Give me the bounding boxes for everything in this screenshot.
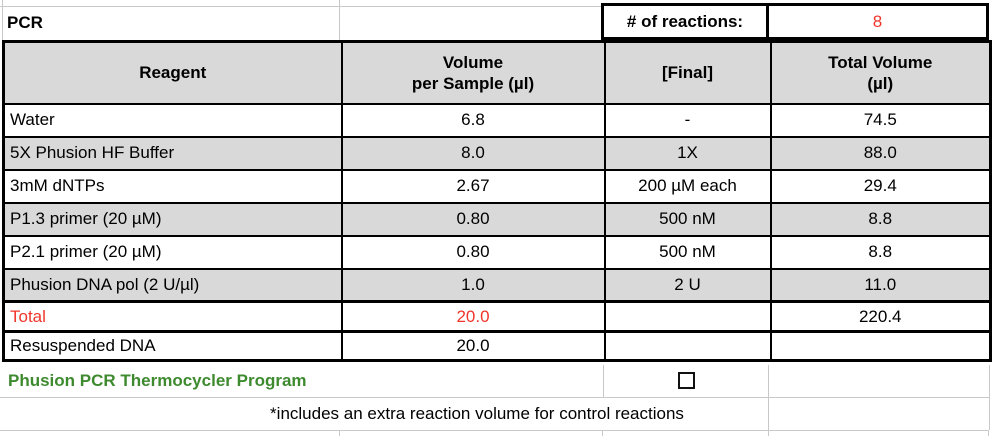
gridline bbox=[0, 397, 989, 398]
reagent-name-cell[interactable]: P1.3 primer (20 µM) bbox=[2, 201, 343, 237]
header-total-volume[interactable]: Total Volume (µl) bbox=[769, 40, 992, 105]
reagent-name-cell[interactable]: Resuspended DNA bbox=[2, 330, 343, 362]
resuspended-dna-row: Resuspended DNA 20.0 bbox=[2, 330, 992, 362]
final-cell[interactable]: 500 nM bbox=[603, 201, 772, 237]
final-cell[interactable]: 500 nM bbox=[603, 234, 772, 270]
reactions-count-value[interactable]: 8 bbox=[872, 11, 883, 31]
gridline bbox=[339, 430, 340, 436]
gridline bbox=[339, 0, 340, 40]
total-volume-cell[interactable]: 8.8 bbox=[769, 201, 992, 237]
final-cell[interactable]: 2 U bbox=[603, 267, 772, 303]
footnote-cell[interactable]: *includes an extra reaction volume for c… bbox=[270, 404, 684, 423]
table-row: P1.3 primer (20 µM) 0.80 500 nM 8.8 bbox=[2, 201, 992, 237]
checkbox[interactable] bbox=[678, 372, 695, 389]
gridline bbox=[988, 430, 989, 436]
volume-cell[interactable]: 8.0 bbox=[340, 135, 606, 171]
thermocycler-program-title[interactable]: Phusion PCR Thermocycler Program bbox=[8, 371, 307, 390]
total-volume-cell[interactable]: 11.0 bbox=[769, 267, 992, 303]
volume-cell[interactable]: 0.80 bbox=[340, 201, 606, 237]
table-row: P2.1 primer (20 µM) 0.80 500 nM 8.8 bbox=[2, 234, 992, 270]
final-cell[interactable]: - bbox=[603, 102, 772, 138]
total-volume-cell[interactable]: 8.8 bbox=[769, 234, 992, 270]
total-row: Total 20.0 220.4 bbox=[2, 300, 992, 333]
gridline bbox=[768, 398, 769, 430]
gridline bbox=[768, 365, 769, 398]
gridline bbox=[602, 430, 603, 436]
sheet-title-cell[interactable]: PCR bbox=[7, 13, 43, 32]
header-volume-per-sample[interactable]: Volume per Sample (µl) bbox=[340, 40, 606, 105]
reagent-name-cell[interactable]: Water bbox=[2, 102, 343, 138]
gridline bbox=[768, 430, 769, 436]
table-row: 5X Phusion HF Buffer 8.0 1X 88.0 bbox=[2, 135, 992, 171]
final-cell[interactable] bbox=[603, 330, 772, 362]
table-header-row: Reagent Volume per Sample (µl) [Final] T… bbox=[2, 40, 992, 105]
gridline bbox=[989, 365, 990, 430]
total-volume-cell[interactable]: 29.4 bbox=[769, 168, 992, 204]
reagent-name-cell[interactable]: 3mM dNTPs bbox=[2, 168, 343, 204]
gridline bbox=[603, 365, 604, 398]
gridline bbox=[0, 6, 601, 7]
gridline bbox=[2, 0, 3, 40]
total-volume-cell[interactable]: 74.5 bbox=[769, 102, 992, 138]
total-label-cell[interactable]: Total bbox=[2, 300, 343, 333]
volume-cell[interactable]: 20.0 bbox=[340, 330, 606, 362]
pcr-reagent-table: Reagent Volume per Sample (µl) [Final] T… bbox=[2, 40, 992, 362]
reagent-name-cell[interactable]: Phusion DNA pol (2 U/µl) bbox=[2, 267, 343, 303]
total-volume-cell[interactable] bbox=[769, 330, 992, 362]
final-cell[interactable]: 200 µM each bbox=[603, 168, 772, 204]
gridline bbox=[0, 430, 989, 431]
volume-cell[interactable]: 1.0 bbox=[340, 267, 606, 303]
total-volume-per-sample-cell[interactable]: 20.0 bbox=[340, 300, 606, 333]
final-cell[interactable] bbox=[603, 300, 772, 333]
reagent-name-cell[interactable]: 5X Phusion HF Buffer bbox=[2, 135, 343, 171]
header-reagent[interactable]: Reagent bbox=[2, 40, 343, 105]
volume-cell[interactable]: 6.8 bbox=[340, 102, 606, 138]
grand-total-volume-cell[interactable]: 220.4 bbox=[769, 300, 992, 333]
table-row: Water 6.8 - 74.5 bbox=[2, 102, 992, 138]
table-row: 3mM dNTPs 2.67 200 µM each 29.4 bbox=[2, 168, 992, 204]
volume-cell[interactable]: 2.67 bbox=[340, 168, 606, 204]
reagent-name-cell[interactable]: P2.1 primer (20 µM) bbox=[2, 234, 343, 270]
total-volume-cell[interactable]: 88.0 bbox=[769, 135, 992, 171]
volume-cell[interactable]: 0.80 bbox=[340, 234, 606, 270]
reactions-count-box: # of reactions: 8 bbox=[601, 3, 989, 40]
header-final-concentration[interactable]: [Final] bbox=[603, 40, 772, 105]
reactions-count-label[interactable]: # of reactions: bbox=[604, 6, 769, 37]
table-row: Phusion DNA pol (2 U/µl) 1.0 2 U 11.0 bbox=[2, 267, 992, 303]
final-cell[interactable]: 1X bbox=[603, 135, 772, 171]
